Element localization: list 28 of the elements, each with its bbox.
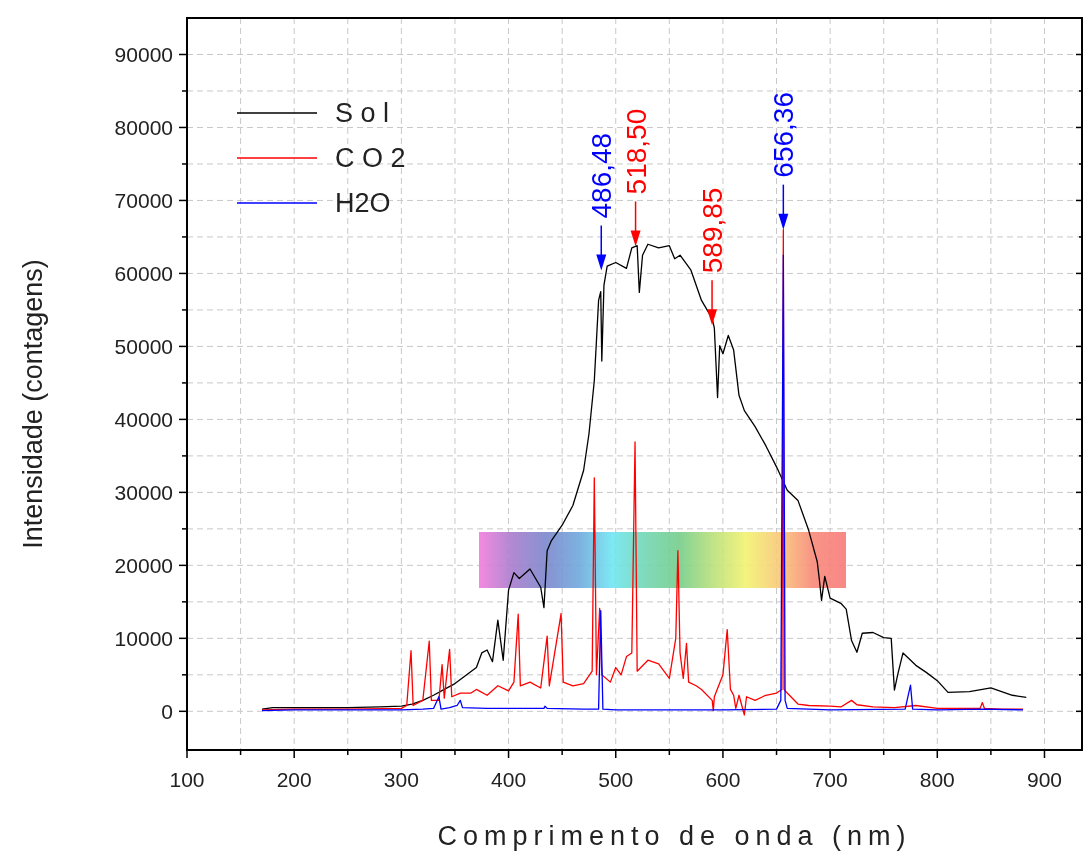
x-tick-label: 200 xyxy=(276,768,312,791)
x-tick-label: 800 xyxy=(919,768,955,791)
x-tick-label: 100 xyxy=(169,768,205,791)
annotation: 589,85 xyxy=(697,187,729,274)
legend-label: H2O xyxy=(335,188,391,219)
y-tick-label: 90000 xyxy=(114,42,173,66)
legend-label: C O 2 xyxy=(335,143,406,174)
x-tick-label: 300 xyxy=(383,768,419,791)
x-tick-label: 500 xyxy=(598,768,634,791)
annotation: 518,50 xyxy=(620,108,652,195)
y-tick-label: 10000 xyxy=(114,626,173,650)
y-tick-label: 70000 xyxy=(114,188,173,212)
x-tick-label: 400 xyxy=(491,768,527,791)
annotation: 486,48 xyxy=(586,132,618,219)
y-tick-label: 30000 xyxy=(114,480,173,504)
y-tick-label: 80000 xyxy=(114,115,173,139)
legend-label: S o l xyxy=(335,98,390,129)
annotation: 656,36 xyxy=(768,92,800,178)
y-axis-title: Intensidade (contagens) xyxy=(18,259,48,549)
y-tick-label: 60000 xyxy=(114,261,173,285)
x-tick-label: 700 xyxy=(812,768,848,791)
x-axis-title: Comprimento de onda (nm) xyxy=(437,821,912,851)
y-tick-label: 50000 xyxy=(114,334,173,358)
y-tick-label: 20000 xyxy=(114,553,173,577)
y-tick-label: 40000 xyxy=(114,407,173,431)
x-tick-label: 600 xyxy=(705,768,741,791)
x-tick-label: 900 xyxy=(1026,768,1063,791)
y-tick-label: 0 xyxy=(161,699,173,723)
